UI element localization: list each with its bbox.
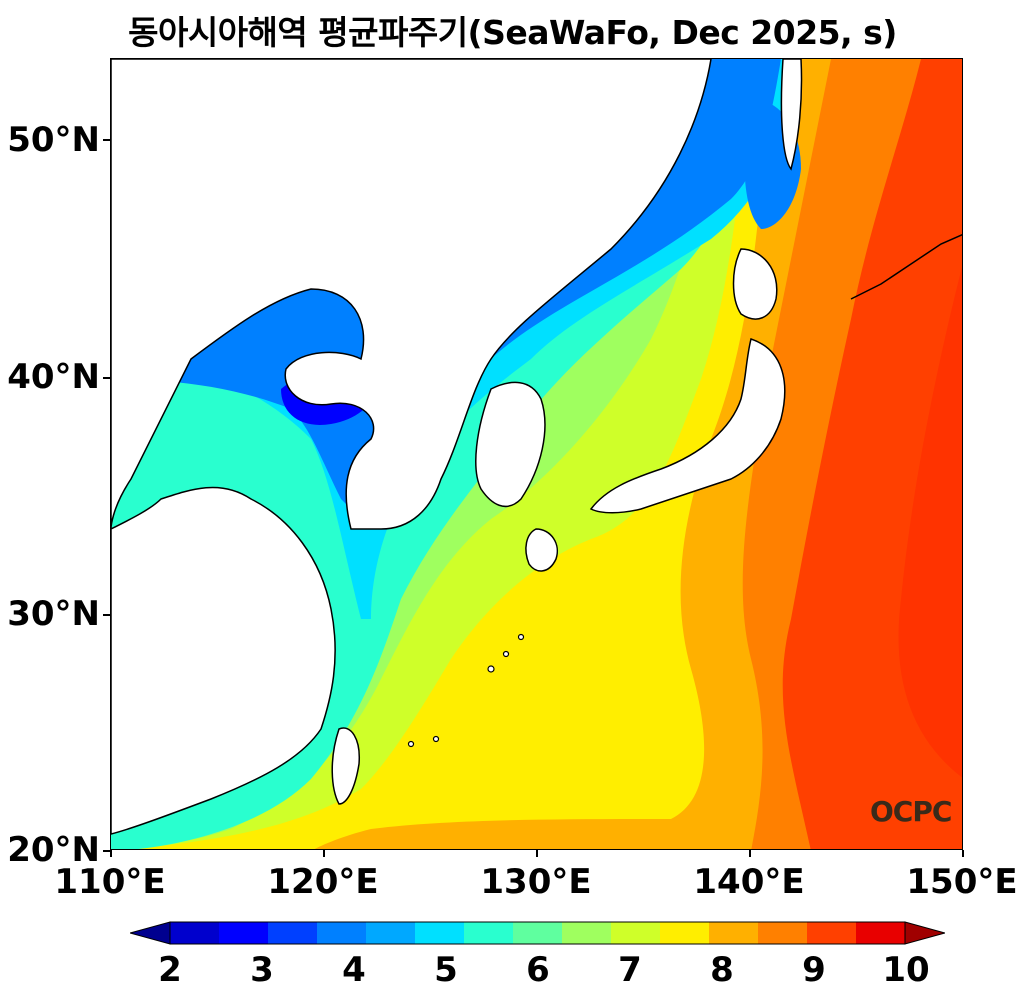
lat-tick-label: 20°N xyxy=(7,830,100,870)
colorbar-segment xyxy=(219,922,269,944)
lon-tickmark xyxy=(323,850,325,857)
colorbar-segment xyxy=(170,922,220,944)
colorbar-segment xyxy=(709,922,759,944)
colorbar-segment xyxy=(317,922,367,944)
lon-tickmark xyxy=(536,850,538,857)
lon-tick-label: 110°E xyxy=(54,862,166,902)
colorbar-tick-label: 3 xyxy=(250,950,274,990)
colorbar-segment xyxy=(611,922,661,944)
land-taiwan xyxy=(331,727,360,805)
island-ryukyu xyxy=(487,665,495,673)
colorbar xyxy=(130,921,945,945)
colorbar-tick-label: 5 xyxy=(434,950,458,990)
colorbar-segment xyxy=(807,922,857,944)
land-hokkaido xyxy=(732,248,778,320)
colorbar-tick-label: 8 xyxy=(710,950,734,990)
lat-tick-label: 40°N xyxy=(7,357,100,397)
lat-tick-label: 30°N xyxy=(7,594,100,634)
lat-tick-label: 50°N xyxy=(7,120,100,160)
colorbar-segment xyxy=(562,922,612,944)
colorbar-tick-label: 2 xyxy=(158,950,182,990)
lat-tickmark xyxy=(103,139,110,141)
lon-tick-label: 140°E xyxy=(693,862,805,902)
colorbar-border xyxy=(169,921,906,945)
field-band-9s-core xyxy=(898,266,962,778)
land-china-south xyxy=(111,486,336,835)
island-ryukyu xyxy=(432,735,440,743)
colorbar-tick-label: 6 xyxy=(526,950,550,990)
colorbar-segment xyxy=(513,922,563,944)
ocpc-logo: OCPC xyxy=(870,795,952,828)
land-kyushu xyxy=(525,528,558,572)
lon-tick-label: 130°E xyxy=(480,862,592,902)
colorbar-extend-max xyxy=(904,921,945,945)
lon-tickmark xyxy=(110,850,112,857)
colorbar-segment xyxy=(856,922,906,944)
land-korea xyxy=(475,381,546,508)
lat-tickmark xyxy=(103,850,110,852)
map-title: 동아시아해역 평균파주기(SeaWaFo, Dec 2025, s) xyxy=(128,13,897,52)
colorbar-segment xyxy=(415,922,465,944)
colorbar-tick-label: 10 xyxy=(882,950,930,990)
lon-tick-label: 150°E xyxy=(906,862,1018,902)
island-ryukyu xyxy=(502,650,510,658)
colorbar-segment xyxy=(660,922,710,944)
map-panel xyxy=(110,58,963,850)
lat-tickmark xyxy=(103,614,110,616)
colorbar-tick-label: 4 xyxy=(342,950,366,990)
colorbar-segment xyxy=(366,922,416,944)
lat-tickmark xyxy=(103,377,110,379)
colorbar-tick-label: 7 xyxy=(618,950,642,990)
land-sakhalin xyxy=(780,59,803,171)
colorbar-segment xyxy=(268,922,318,944)
land-asia-north xyxy=(111,59,712,530)
island-kurils xyxy=(850,234,962,300)
colorbar-tick-label: 9 xyxy=(802,950,826,990)
colorbar-segment xyxy=(464,922,514,944)
island-ryukyu xyxy=(407,740,415,748)
lon-tickmark xyxy=(749,850,751,857)
island-ryukyu xyxy=(517,633,525,641)
colorbar-segment xyxy=(758,922,808,944)
lon-tickmark xyxy=(962,850,964,857)
wave-period-field xyxy=(111,59,962,849)
colorbar-extend-min xyxy=(130,921,171,945)
land-honshu xyxy=(589,338,786,514)
lon-tick-label: 120°E xyxy=(267,862,379,902)
